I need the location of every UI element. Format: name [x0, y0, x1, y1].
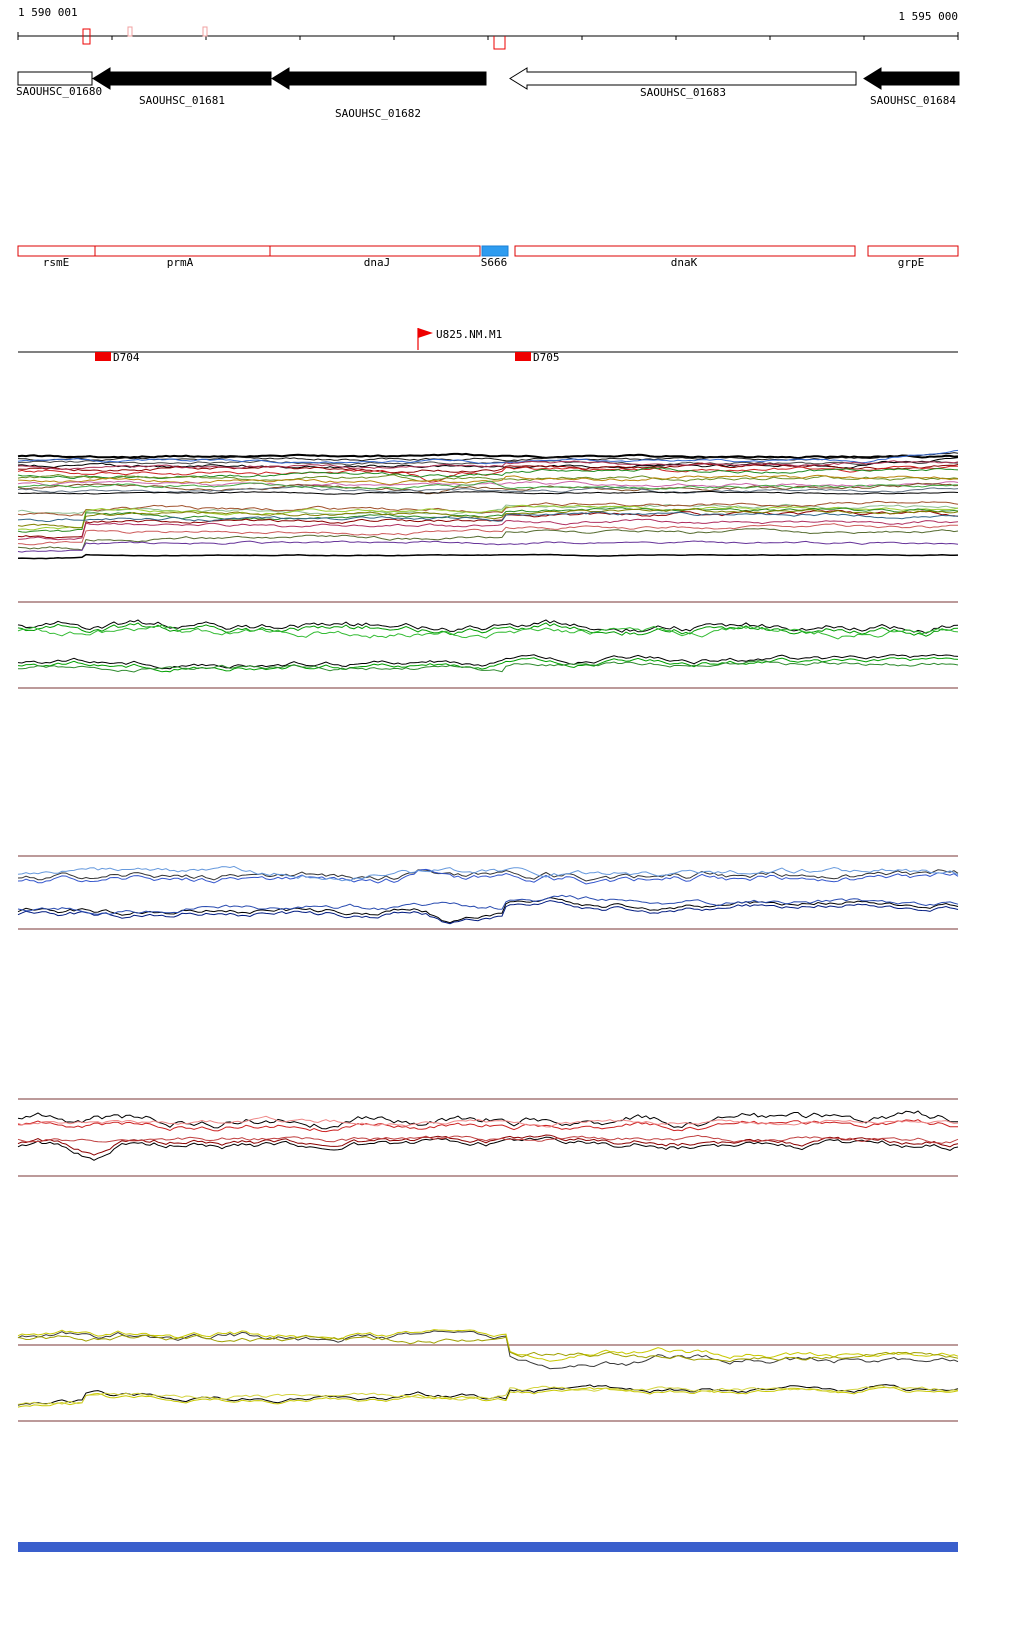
feature-grpE[interactable]: grpE — [867, 245, 959, 269]
ruler-end-label: 1 595 000 — [898, 10, 958, 23]
signal-line — [17, 480, 959, 488]
gene-label: SAOUHSC_01684 — [870, 94, 956, 107]
signal-line — [17, 1385, 959, 1405]
signal-line — [17, 540, 959, 553]
horizontal-scrollbar[interactable] — [18, 1542, 958, 1552]
signal-line — [17, 485, 959, 494]
probe-label: D705 — [533, 351, 560, 364]
signal-line — [17, 1384, 959, 1406]
signal-line — [17, 511, 959, 523]
gene-label: SAOUHSC_01680 — [16, 85, 102, 98]
signal-line — [17, 619, 959, 634]
signal-line — [17, 490, 959, 495]
feature-dnaK[interactable]: dnaK — [514, 245, 856, 269]
signal-line — [17, 482, 959, 495]
signal-line — [17, 653, 959, 670]
signal-line — [17, 449, 959, 465]
signal-line — [17, 452, 959, 460]
signal-line — [17, 1134, 959, 1144]
signal-line — [17, 518, 959, 541]
signal-line — [17, 1329, 959, 1362]
signal-line — [17, 1334, 959, 1363]
signal-line — [17, 1115, 959, 1128]
signal-line — [17, 523, 958, 546]
feature-label: dnaJ — [364, 256, 391, 269]
gene-SAOUHSC_01681[interactable]: SAOUHSC_01681 — [92, 67, 272, 107]
ruler-pink-mark — [127, 26, 133, 37]
signal-line — [17, 865, 959, 882]
signal-line — [17, 553, 959, 560]
track-all-samples — [17, 449, 959, 560]
gene-label: SAOUHSC_01683 — [640, 86, 726, 99]
marker-flag[interactable]: U825.NM.M1 — [417, 328, 502, 350]
signal-line — [17, 509, 959, 539]
signal-line — [17, 624, 959, 640]
gene-SAOUHSC_01684[interactable]: SAOUHSC_01684 — [863, 67, 960, 107]
ruler-red-staple — [493, 36, 506, 50]
gene-label: SAOUHSC_01682 — [335, 107, 421, 120]
track-red — [17, 1098, 959, 1177]
probe-D704[interactable]: D704 — [95, 351, 140, 364]
feature-label: S666 — [481, 256, 508, 269]
track-green — [17, 601, 959, 689]
signal-line — [17, 1330, 959, 1370]
signal-line — [17, 656, 959, 673]
feature-dnaJ[interactable]: dnaJ — [269, 245, 481, 269]
signal-line — [17, 622, 959, 637]
probe-D705[interactable]: D705 — [515, 351, 560, 364]
signal-line — [17, 480, 958, 490]
feature-S666[interactable]: S666 — [481, 245, 509, 269]
gene-SAOUHSC_01683[interactable]: SAOUHSC_01683 — [509, 67, 857, 99]
gene-SAOUHSC_01680[interactable]: SAOUHSC_01680 — [16, 71, 102, 98]
signal-line — [17, 897, 959, 924]
gene-label: SAOUHSC_01681 — [139, 94, 225, 107]
signal-line — [17, 1134, 959, 1156]
signal-line — [17, 504, 959, 531]
gene-SAOUHSC_01682[interactable]: SAOUHSC_01682 — [271, 67, 487, 120]
feature-label: grpE — [898, 256, 925, 269]
track-blue — [17, 855, 959, 930]
track-yellow — [17, 1329, 959, 1422]
signal-line — [17, 660, 959, 673]
signal-line — [17, 500, 959, 517]
marker-flag-label: U825.NM.M1 — [436, 328, 502, 341]
ruler-red-mark — [82, 28, 91, 45]
feature-prmA[interactable]: prmA — [94, 245, 271, 269]
feature-rsmE[interactable]: rsmE — [17, 245, 96, 269]
signal-line — [17, 868, 959, 885]
probe-label: D704 — [113, 351, 140, 364]
signal-line — [17, 474, 959, 486]
ruler-start-label: 1 590 001 — [18, 6, 78, 19]
signal-line — [17, 527, 959, 551]
signal-line — [17, 894, 959, 915]
feature-label: rsmE — [43, 256, 70, 269]
signal-line — [17, 1110, 959, 1130]
signal-line — [17, 900, 959, 925]
signal-line — [17, 508, 959, 529]
feature-label: prmA — [167, 256, 194, 269]
signal-line — [17, 869, 959, 882]
feature-label: dnaK — [671, 256, 698, 269]
signal-line — [17, 1136, 959, 1161]
signal-line — [17, 460, 959, 470]
ruler-pink-mark — [202, 26, 208, 37]
ruler — [17, 26, 959, 50]
